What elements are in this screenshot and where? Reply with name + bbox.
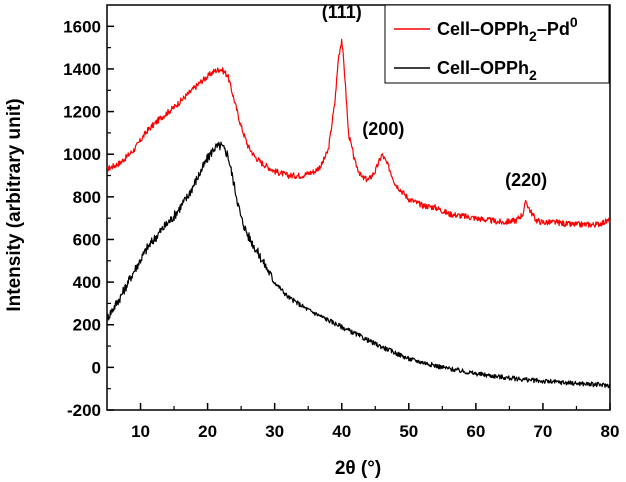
- legend-label: Cell–OPPh2–Pd0: [437, 14, 578, 44]
- y-tick-label: 1600: [63, 17, 101, 36]
- annotation-layer: (111) (200) (220): [322, 2, 547, 190]
- peak-annotation: (200): [362, 119, 404, 139]
- legend-label: Cell–OPPh2: [437, 58, 537, 83]
- series-line-1: [106, 141, 611, 389]
- x-tick-label: 60: [466, 422, 485, 441]
- y-tick-label: 800: [73, 188, 101, 207]
- y-tick-label: -200: [67, 401, 101, 420]
- x-axis-title: 2θ (°): [335, 458, 381, 479]
- series-line-0: [106, 38, 611, 228]
- plot-area: [106, 4, 611, 411]
- y-tick-label: 1400: [63, 60, 101, 79]
- y-tick-label: 400: [73, 273, 101, 292]
- legend-box: [384, 4, 610, 84]
- x-tick-label: 70: [533, 422, 552, 441]
- x-tick-label: 80: [601, 422, 620, 441]
- legend: Cell–OPPh2–Pd0 Cell–OPPh2: [384, 4, 610, 84]
- axes-layer: 10 20 30 40 50 60 70 80 -200 0 200 400 600 800 1000 120…: [63, 17, 619, 441]
- y-axis-title: Intensity (arbitrary unit): [4, 98, 25, 311]
- x-tick-label: 40: [332, 422, 351, 441]
- peak-annotation: (111): [322, 2, 362, 22]
- y-tick-label: 1200: [63, 103, 101, 122]
- y-tick-label: 200: [73, 316, 101, 335]
- x-tick-label: 10: [131, 422, 150, 441]
- series-layer: [106, 38, 611, 389]
- peak-annotation: (220): [505, 170, 547, 190]
- x-tick-label: 30: [265, 422, 284, 441]
- y-tick-label: 600: [73, 230, 101, 249]
- plot-frame: [106, 4, 611, 411]
- y-tick-label: 0: [92, 358, 101, 377]
- x-tick-label: 20: [198, 422, 217, 441]
- y-tick-label: 1000: [63, 145, 101, 164]
- x-tick-label: 50: [399, 422, 418, 441]
